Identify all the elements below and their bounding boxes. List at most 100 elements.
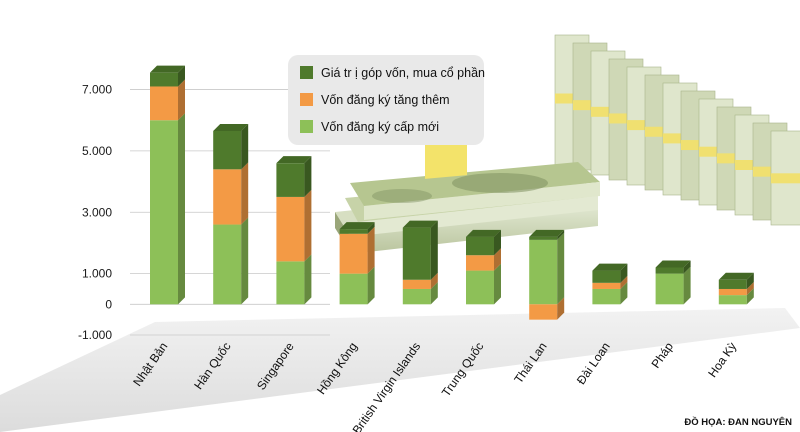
bar-top	[213, 123, 249, 131]
bar-segment	[466, 236, 494, 256]
bar-segment	[466, 270, 494, 305]
legend-box	[288, 55, 484, 145]
bar-segment	[276, 163, 305, 197]
bar-top	[529, 229, 565, 237]
bar-segment	[402, 227, 431, 280]
bar-top	[150, 65, 185, 73]
bar-side	[430, 281, 438, 305]
bill-band	[591, 106, 625, 117]
bar-top	[402, 220, 438, 228]
bar-side	[557, 229, 565, 240]
dollar-stacks-icon	[335, 34, 800, 254]
bar-segment	[276, 261, 305, 305]
bar-side	[304, 189, 312, 262]
bar-segment	[276, 196, 305, 262]
bar-segment	[402, 279, 431, 289]
bill-band	[717, 153, 751, 164]
bar-top	[655, 260, 691, 268]
bar-side	[304, 156, 312, 197]
bar-segment	[592, 282, 621, 289]
bar-segment	[339, 233, 368, 274]
y-tick-label: 5.000	[82, 144, 112, 158]
bar-top	[276, 156, 312, 164]
bar-segment	[339, 229, 368, 234]
bill-band	[555, 93, 589, 104]
bar-side	[620, 263, 628, 283]
bar-side	[367, 222, 375, 234]
bill-band	[573, 100, 607, 111]
y-tick-label: 1.000	[82, 267, 112, 281]
legend-swatch	[300, 120, 313, 133]
bill-band	[753, 166, 787, 177]
bar-side	[367, 226, 375, 274]
bar-side	[178, 79, 185, 121]
bar-segment	[402, 288, 431, 305]
bar-side	[746, 281, 754, 296]
bar-segment	[529, 304, 558, 320]
bar-side	[746, 288, 754, 305]
bar-top	[718, 272, 754, 280]
bar-segment	[592, 270, 621, 283]
bill-band	[663, 133, 697, 144]
x-category-label: Hoa Kỳ	[705, 340, 739, 380]
bar-segment	[339, 273, 368, 305]
bar-segment	[655, 267, 684, 274]
bar-segment	[718, 279, 747, 289]
bill-band	[735, 160, 769, 170]
bar-segment	[529, 239, 558, 305]
y-tick-label: -1.000	[78, 328, 112, 342]
bar-side	[178, 113, 185, 305]
bar-segment	[718, 288, 747, 296]
bar-segment	[150, 120, 178, 305]
legend-swatch	[300, 66, 313, 79]
bar-top	[466, 229, 501, 237]
bar-segment	[718, 295, 747, 305]
bar-top	[339, 222, 375, 230]
legend-swatch	[300, 93, 313, 106]
bill-band	[645, 126, 679, 137]
legend: Giá tr ị góp vốn, mua cổ phần Vốn đăng ký…	[288, 55, 485, 145]
bill-band	[699, 146, 733, 157]
bar-side	[241, 162, 249, 225]
bar-side	[304, 254, 312, 305]
bar-segment	[655, 273, 684, 305]
bar-side	[683, 266, 691, 305]
bar-side	[746, 272, 754, 289]
chart-floor	[0, 308, 800, 432]
bar-segment	[529, 236, 558, 240]
bar-side	[178, 65, 185, 87]
legend-label: Vốn đăng ký tăng thêm	[321, 93, 450, 107]
bar-side	[620, 275, 628, 289]
bar-side	[557, 297, 565, 320]
bar-side	[241, 123, 249, 170]
bar-top	[592, 263, 628, 271]
bar-side	[367, 266, 375, 305]
credit-label: ĐỒ HỌA: ĐAN NGUYÊN	[684, 416, 792, 428]
bar-side	[683, 260, 691, 274]
bar-side	[494, 248, 501, 271]
bar-side	[241, 217, 249, 305]
legend-label: Giá tr ị góp vốn, mua cổ phần	[321, 66, 485, 80]
bar-side	[620, 281, 628, 305]
bill-band	[609, 113, 643, 124]
bar-side	[430, 272, 438, 289]
bar-segment	[592, 288, 621, 305]
y-tick-label: 7.000	[82, 83, 112, 97]
bar-side	[557, 232, 565, 305]
bar-segment	[150, 72, 178, 87]
bar-side	[494, 229, 501, 256]
bill-band	[681, 140, 715, 151]
bar-segment	[213, 130, 242, 170]
bar-side	[494, 263, 501, 305]
bar-segment	[213, 169, 242, 225]
y-tick-label: 0	[105, 297, 112, 311]
bill-band	[627, 120, 661, 131]
y-tick-label: 3.000	[82, 205, 112, 219]
bar-segment	[150, 86, 178, 121]
bill-band	[771, 173, 800, 184]
legend-label: Vốn đăng ký cấp mới	[321, 120, 439, 134]
bar-segment	[466, 255, 494, 271]
bar-side	[430, 220, 438, 280]
bar-segment	[213, 224, 242, 305]
